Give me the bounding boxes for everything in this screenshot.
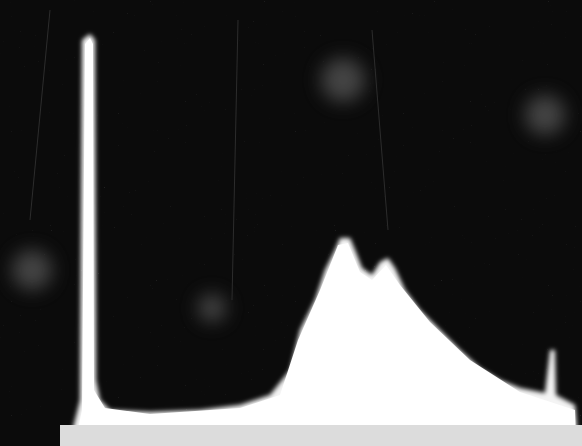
scratches — [29, 9, 389, 301]
scratch — [371, 29, 389, 231]
scratch — [29, 9, 51, 221]
scratch — [231, 19, 239, 301]
reflection — [321, 58, 365, 102]
reflection — [12, 250, 52, 290]
spectrum-trace-core — [76, 38, 576, 438]
screen-bottom-edge — [60, 425, 582, 446]
reflections — [12, 58, 565, 322]
reflection — [525, 95, 565, 135]
reflection — [198, 294, 226, 322]
trace-core — [76, 38, 576, 438]
